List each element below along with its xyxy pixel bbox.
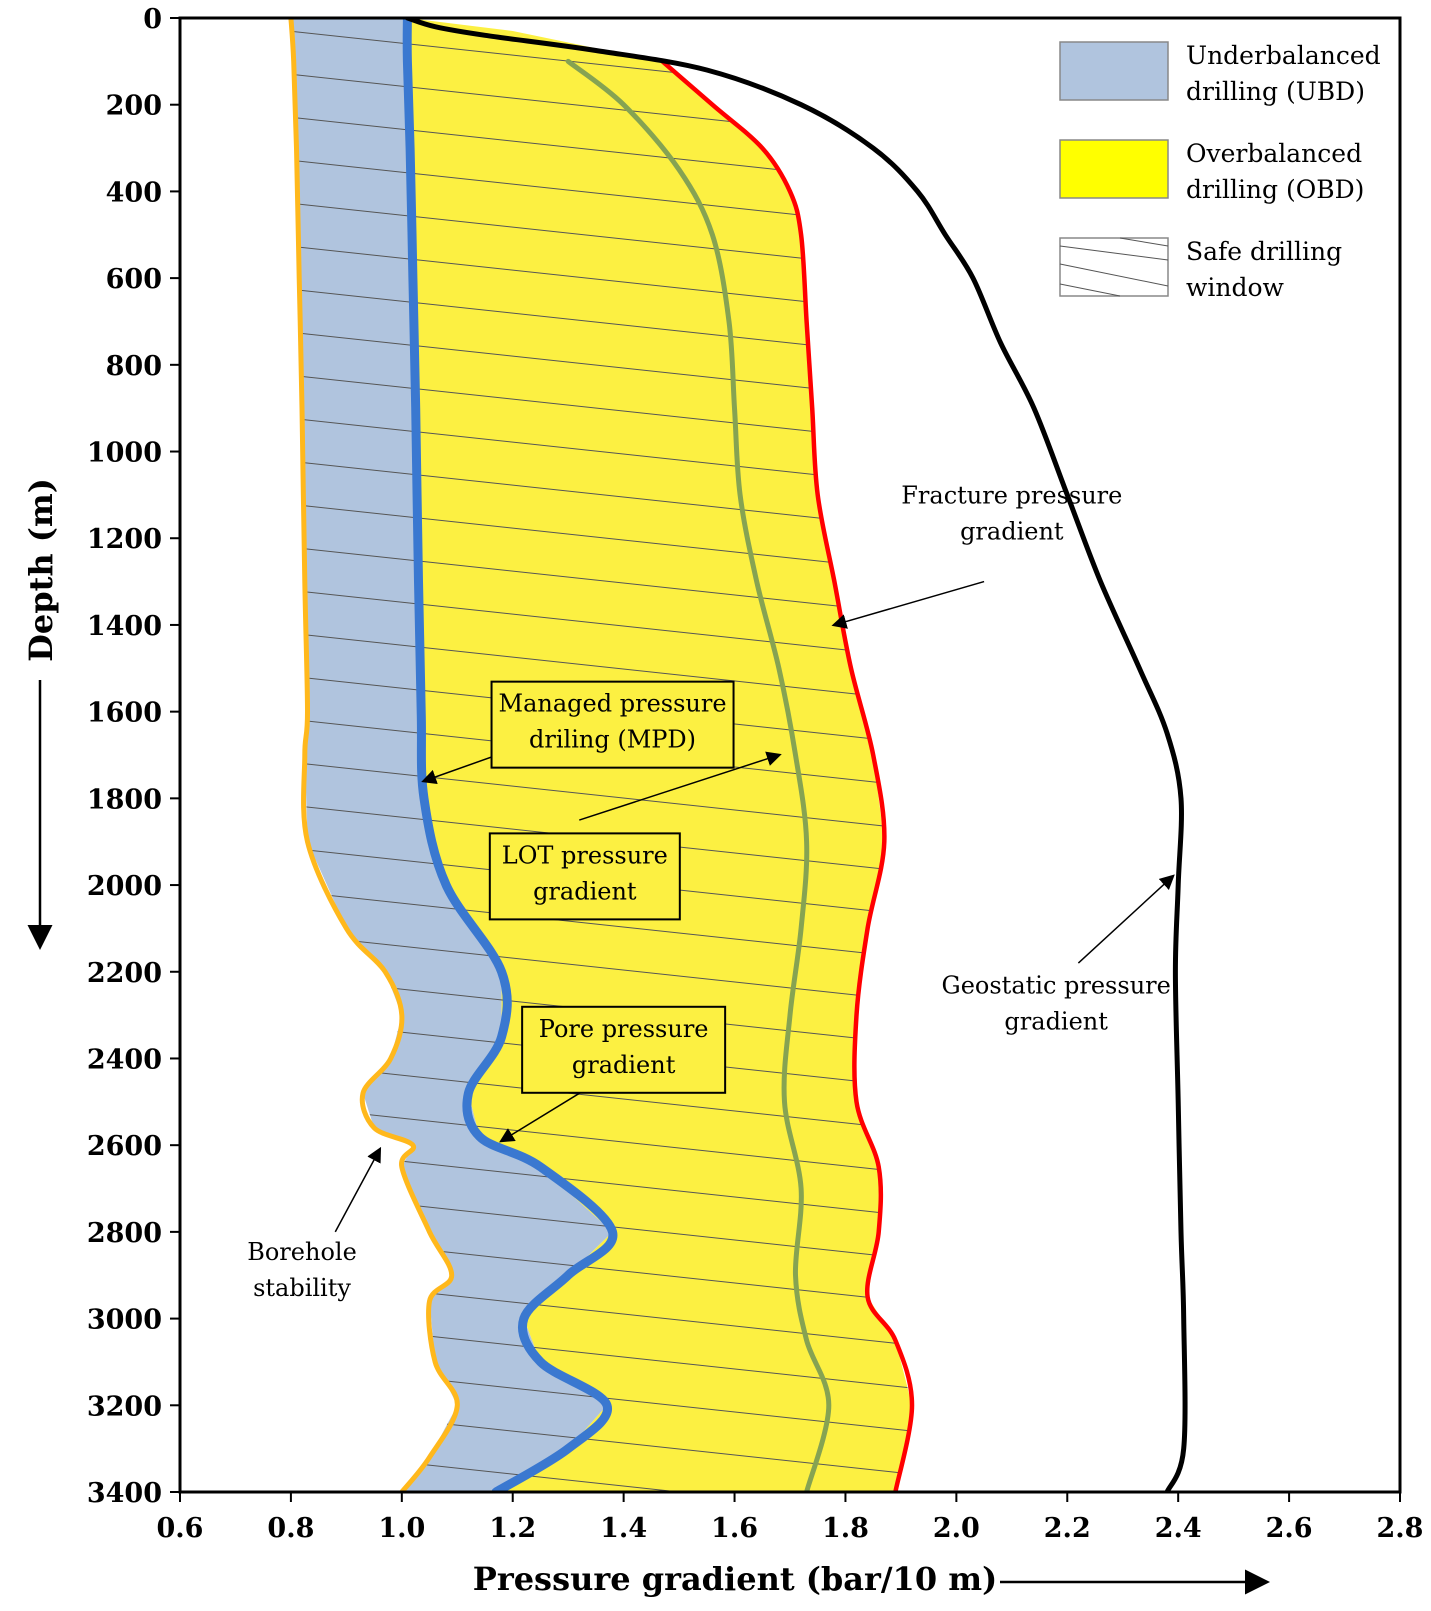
y-tick-label: 800: [106, 351, 162, 382]
plot-frame: [178, 16, 1402, 1494]
y-tick-label: 2400: [87, 1044, 162, 1075]
x-tick-label: 1.4: [600, 1513, 647, 1544]
x-tick-label: 2.4: [1155, 1513, 1202, 1544]
y-tick-label: 200: [106, 91, 162, 122]
y-axis-title-group: Depth (m): [22, 478, 60, 950]
x-tick-label: 1.8: [822, 1513, 869, 1544]
y-tick-label: 1000: [87, 438, 162, 469]
annotation-text: stability: [253, 1274, 351, 1302]
geostatic-pressure-line: [404, 18, 1188, 1492]
pore-pressure-line: [402, 18, 618, 1492]
y-tick-label: 3200: [87, 1391, 162, 1422]
legend-label: Underbalanced: [1186, 41, 1381, 70]
legend-label: Overbalanced: [1186, 139, 1362, 168]
y-tick-label: 3400: [87, 1478, 162, 1509]
legend: Underbalanced drilling (UBD) Overbalanced d…: [1059, 41, 1381, 302]
plot-area: [288, 18, 1188, 1492]
y-axis-title: Depth (m): [22, 478, 60, 662]
legend-swatch-0: [1059, 41, 1169, 101]
annotation-mpd: Managed pressure driling (MPD): [421, 680, 735, 785]
legend-label: window: [1186, 273, 1285, 302]
x-axis-title: Pressure gradient (bar/10 m): [473, 1560, 997, 1598]
annotation-arrow: [1077, 874, 1175, 964]
y-tick-label: 400: [106, 177, 162, 208]
x-axis-title-group: Pressure gradient (bar/10 m): [473, 1560, 1270, 1598]
annotation-box: [490, 680, 735, 769]
y-tick-label: 600: [106, 264, 162, 295]
legend-label: drilling (UBD): [1186, 77, 1365, 106]
annotation-borehole: Borehole stability: [247, 1146, 382, 1302]
y-tick-label: 1400: [87, 611, 162, 642]
x-tick-label: 0.8: [267, 1513, 314, 1544]
annotation-text: driling (MPD): [529, 726, 696, 754]
annotation-lot: LOT pressure gradient: [488, 751, 782, 921]
annotations: Fracture pressure gradient Managed pressur…: [247, 482, 1175, 1302]
x-tick-label: 1.0: [378, 1513, 425, 1544]
annotation-pore: Pore pressure gradient: [499, 1005, 727, 1143]
annotation-text: Fracture pressure: [901, 482, 1122, 510]
annotation-text: Pore pressure: [539, 1015, 709, 1043]
y-tick-label: 2200: [87, 958, 162, 989]
annotation-text: Borehole: [247, 1238, 357, 1266]
annotation-text: Geostatic pressure: [942, 971, 1171, 999]
annotation-arrow: [334, 1146, 382, 1233]
y-tick-label: 2600: [87, 1131, 162, 1162]
annotation-text: LOT pressure: [502, 841, 668, 869]
x-tick-label: 0.6: [157, 1513, 204, 1544]
legend-swatch-hatch: [1059, 237, 1169, 297]
x-tick-label: 1.6: [711, 1513, 758, 1544]
annotation-text: gradient: [572, 1051, 676, 1079]
axis-ticks: 0.6 0.8 1.0 1.2 1.4 1.6 1.8 2.0 2.2 2.4 2.6 2.8 0 200…: [87, 4, 1424, 1544]
x-tick-label: 1.2: [489, 1513, 536, 1544]
y-tick-label: 2800: [87, 1218, 162, 1249]
annotation-text: gradient: [1004, 1007, 1108, 1035]
x-tick-label: 2.2: [1044, 1513, 1091, 1544]
annotation-box: [521, 1005, 727, 1094]
y-tick-label: 0: [143, 4, 162, 35]
x-tick-label: 2.8: [1377, 1513, 1424, 1544]
y-tick-label: 1800: [87, 784, 162, 815]
annotation-arrow: [579, 751, 782, 821]
annotation-text: gradient: [960, 518, 1064, 546]
fracture-pressure-line: [660, 59, 915, 1492]
annotation-box: [488, 832, 681, 921]
y-tick-label: 1200: [87, 524, 162, 555]
annotation-text: gradient: [533, 877, 637, 905]
y-tick-label: 2000: [87, 871, 162, 902]
legend-label: drilling (OBD): [1186, 175, 1364, 204]
annotation-geostatic: Geostatic pressure gradient: [942, 874, 1175, 1035]
annotation-text: Managed pressure: [499, 690, 727, 718]
x-tick-label: 2.6: [1266, 1513, 1313, 1544]
annotation-fracture: Fracture pressure gradient: [831, 482, 1122, 629]
borehole-stability-line: [288, 18, 460, 1492]
x-tick-label: 2.0: [933, 1513, 980, 1544]
y-tick-label: 3000: [87, 1305, 162, 1336]
legend-swatch-1: [1059, 139, 1169, 199]
lot-pressure-line: [565, 58, 832, 1492]
legend-label: Safe drilling: [1186, 237, 1342, 266]
annotation-arrow: [831, 580, 985, 629]
y-tick-label: 1600: [87, 698, 162, 729]
